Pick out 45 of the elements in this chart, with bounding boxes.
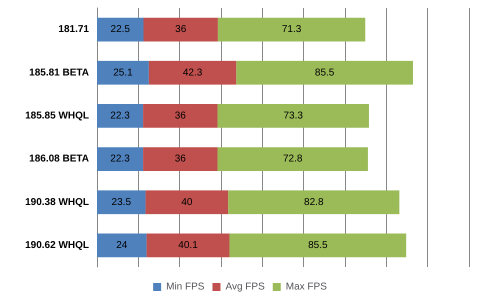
y-tick-label: 190.38 WHQL [25, 196, 89, 208]
y-tick-label: 185.85 WHQL [25, 110, 89, 122]
bar [236, 60, 413, 85]
data-label: 85.5 [308, 240, 328, 251]
bar [229, 234, 406, 258]
bar [148, 60, 236, 85]
data-label: 40 [181, 196, 193, 208]
legend-label: Max FPS [286, 282, 328, 292]
bar [97, 234, 147, 258]
bar [217, 147, 368, 171]
bar [97, 60, 149, 85]
y-tick-label: 190.62 WHQL [25, 240, 89, 251]
legend-label: Min FPS [166, 282, 205, 292]
data-label: 36 [175, 24, 187, 36]
data-label: 25.1 [113, 67, 134, 78]
data-label: 36 [174, 154, 186, 165]
y-tick-label: 185.81 BETA [29, 67, 89, 78]
y-tick-label: 186.08 BETA [29, 154, 89, 165]
data-label: 82.8 [304, 196, 324, 208]
y-tick-label: 181.71 [58, 24, 90, 36]
data-label: 22.3 [110, 154, 130, 165]
data-label: 72.8 [282, 154, 303, 165]
bar [228, 190, 400, 214]
data-label: 36 [174, 110, 186, 122]
data-label: 22.5 [110, 24, 130, 36]
bar [143, 147, 218, 171]
data-label: 40.1 [178, 240, 198, 251]
bar [97, 190, 146, 214]
bar [97, 147, 144, 171]
bar [217, 104, 369, 128]
data-label: 71.3 [282, 24, 302, 36]
data-label: 23.5 [112, 196, 132, 208]
data-label: 24 [116, 240, 128, 251]
data-label: 85.5 [314, 67, 335, 78]
bar [143, 104, 218, 128]
legend-label: Avg FPS [225, 282, 266, 292]
bar [97, 18, 144, 42]
bar [144, 18, 218, 42]
data-label: 73.3 [283, 110, 304, 122]
bar [146, 234, 230, 258]
data-label: 42.3 [182, 67, 203, 78]
data-label: 22.3 [110, 110, 130, 122]
bar [146, 190, 228, 214]
bar [218, 18, 366, 42]
bar [97, 104, 144, 128]
